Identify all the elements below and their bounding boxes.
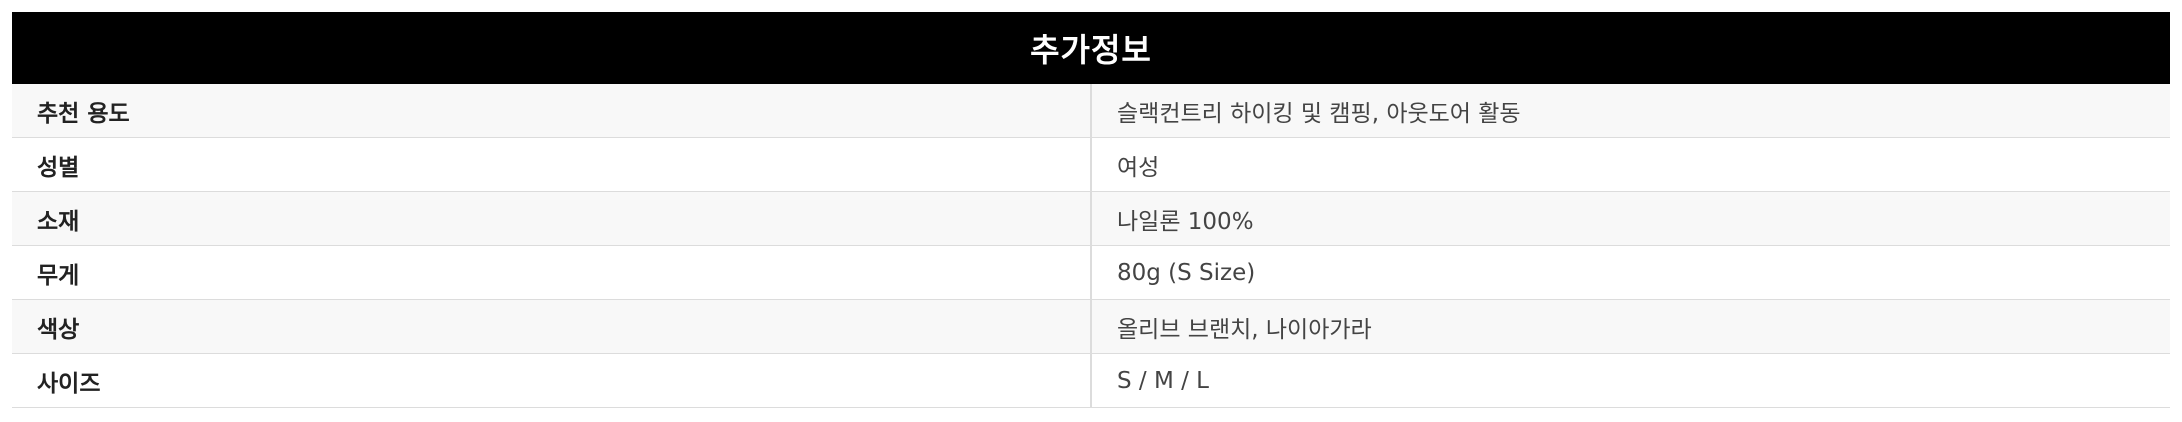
table-row-color: 색상 올리브 브랜치, 나이아가라 xyxy=(12,299,2170,354)
table-row-weight: 무게 80g (S Size) xyxy=(12,245,2170,300)
table-row-material: 소재 나일론 100% xyxy=(12,191,2170,246)
row-value: 올리브 브랜치, 나이아가라 xyxy=(1091,299,2170,354)
row-value: 여성 xyxy=(1091,137,2170,192)
additional-info-table: 추가정보 추천 용도 슬랙컨트리 하이킹 및 캠핑, 아웃도어 활동 성별 여성… xyxy=(12,12,2170,408)
row-label: 추천 용도 xyxy=(12,84,1092,138)
row-label: 소재 xyxy=(12,191,1092,246)
row-value: S / M / L xyxy=(1091,353,2170,408)
table-header-row: 추가정보 xyxy=(12,12,2170,84)
table-row-recommended-use: 추천 용도 슬랙컨트리 하이킹 및 캠핑, 아웃도어 활동 xyxy=(12,84,2170,138)
row-label: 색상 xyxy=(12,299,1092,354)
row-label: 성별 xyxy=(12,137,1092,192)
row-label: 무게 xyxy=(12,245,1092,300)
table-title: 추가정보 xyxy=(12,12,2170,84)
table-row-size: 사이즈 S / M / L xyxy=(12,353,2170,408)
table-row-gender: 성별 여성 xyxy=(12,137,2170,192)
row-label: 사이즈 xyxy=(12,353,1092,408)
row-value: 나일론 100% xyxy=(1091,191,2170,246)
row-value: 80g (S Size) xyxy=(1091,245,2170,300)
row-value: 슬랙컨트리 하이킹 및 캠핑, 아웃도어 활동 xyxy=(1091,84,2170,138)
